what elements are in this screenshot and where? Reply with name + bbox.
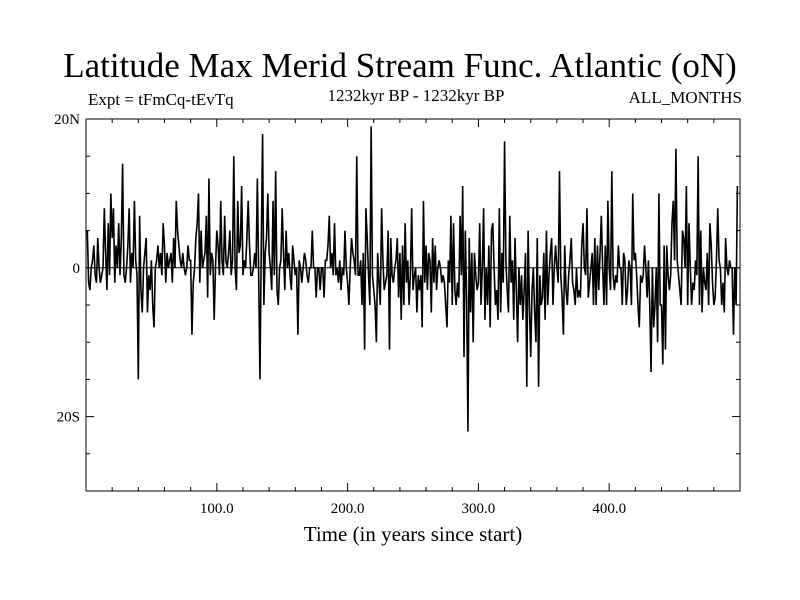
axis-ticks — [86, 118, 740, 491]
x-tick-label: 100.0 — [200, 501, 234, 517]
months-label: ALL_MONTHS — [628, 88, 742, 107]
plot-frame — [85, 118, 741, 492]
x-tick-label: 300.0 — [462, 501, 496, 517]
y-tick-label: 20N — [54, 112, 80, 128]
series-group — [86, 126, 739, 432]
x-tick-label: 400.0 — [592, 501, 626, 517]
axis-tick-labels: 100.0 200.0 300.0 400.0 20N 0 20S — [54, 112, 626, 517]
period-label: 1232kyr BP - 1232kyr BP — [327, 86, 505, 105]
y-tick-label: 0 — [73, 261, 81, 277]
series-line — [86, 126, 739, 432]
chart-title: Latitude Max Merid Stream Func. Atlantic… — [63, 46, 737, 85]
x-tick-label: 200.0 — [331, 501, 365, 517]
y-tick-label: 20S — [57, 410, 80, 426]
x-axis-label: Time (in years since start) — [303, 522, 523, 546]
experiment-label: Expt = tFmCq-tEvTq — [88, 90, 234, 109]
